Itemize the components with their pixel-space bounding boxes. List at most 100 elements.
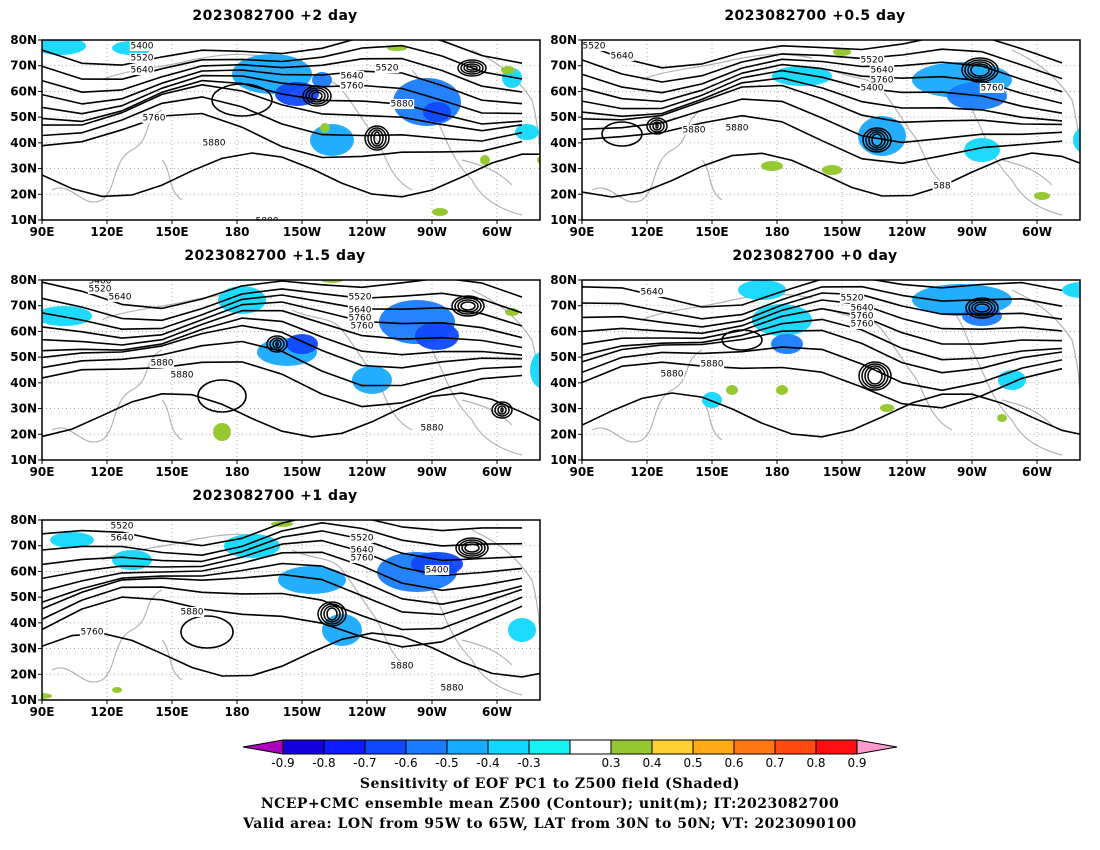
lat-tick-label: 60N [10, 324, 37, 338]
lat-tick-label: 50N [550, 110, 577, 124]
lon-tick-label: 120W [888, 225, 926, 239]
lon-tick-label: 180 [764, 225, 789, 239]
contour-label: 5640 [109, 293, 132, 303]
lat-tick-label: 70N [10, 299, 37, 313]
colorbar-label: -0.8 [312, 756, 335, 770]
contour-label: 588 [933, 182, 950, 192]
contour-label: 5880 [151, 359, 174, 369]
contour-label: 5520 [111, 522, 134, 532]
colorbar-swatch [774, 739, 817, 755]
contour-label: 5640 [611, 52, 634, 62]
lon-tick-label: 60W [482, 465, 512, 479]
contour-label: 5520 [349, 293, 372, 303]
contour-label: 5880 [683, 126, 706, 136]
lon-tick-label: 120W [888, 465, 926, 479]
lat-tick-label: 10N [550, 453, 577, 467]
contour-label: 5640 [341, 72, 364, 82]
colorbar-label: 0.6 [724, 756, 743, 770]
lon-tick-label: 150E [695, 225, 728, 239]
lon-tick-label: 180 [224, 225, 249, 239]
lat-tick-label: 80N [550, 33, 577, 47]
lat-tick-label: 70N [550, 299, 577, 313]
contour-label: 5640 [131, 66, 154, 76]
lat-tick-label: 50N [550, 350, 577, 364]
colorbar-swatch [815, 739, 858, 755]
lat-tick-label: 30N [550, 402, 577, 416]
colorbar-label: -0.7 [353, 756, 376, 770]
colorbar-label: 0.5 [683, 756, 702, 770]
lon-tick-label: 90E [30, 225, 55, 239]
lon-tick-label: 120E [90, 225, 123, 239]
colorbar-label: 0.9 [847, 756, 866, 770]
contour-label: 5400 [89, 277, 112, 287]
lat-tick-label: 30N [10, 642, 37, 656]
contour-label: 5880 [256, 217, 279, 227]
contour-label: 5520 [376, 64, 399, 74]
lon-tick-label: 90E [30, 705, 55, 719]
colorbar-label: 0.8 [806, 756, 825, 770]
panel-title: 2023082700 +0.5 day [724, 8, 906, 24]
colorbar-label: -0.3 [517, 756, 540, 770]
lat-tick-label: 40N [550, 136, 577, 150]
lat-tick-label: 40N [10, 136, 37, 150]
panel-title: 2023082700 +1 day [192, 488, 358, 504]
lon-tick-label: 60W [1022, 465, 1052, 479]
contour-label: 5520 [351, 534, 374, 544]
lon-tick-label: 150W [823, 225, 861, 239]
lat-tick-label: 70N [10, 539, 37, 553]
lat-tick-label: 10N [10, 693, 37, 707]
lon-tick-label: 60W [482, 225, 512, 239]
colorbar-swatch [405, 739, 448, 755]
colorbar-swatch [487, 739, 530, 755]
lat-tick-label: 60N [10, 564, 37, 578]
colorbar-swatch [446, 739, 489, 755]
lon-tick-label: 120E [630, 225, 663, 239]
panel-title: 2023082700 +2 day [192, 8, 358, 24]
contour-label: 5400 [861, 84, 884, 94]
contour-label: 5880 [726, 124, 749, 134]
lon-tick-label: 90W [957, 225, 987, 239]
lon-tick-label: 150W [283, 705, 321, 719]
contour-label: 5880 [441, 684, 464, 694]
colorbar-swatch [528, 739, 571, 755]
contour-label: 5760 [351, 554, 374, 564]
contour-label: 5760 [143, 114, 166, 124]
colorbar-swatch [323, 739, 366, 755]
lon-tick-label: 150E [155, 465, 188, 479]
lon-tick-label: 150E [155, 225, 188, 239]
contour-label: 5760 [341, 82, 364, 92]
contour-label: 5880 [421, 424, 444, 434]
colorbar-label: 0.7 [765, 756, 784, 770]
contour-label: 5880 [391, 662, 414, 672]
colorbar-swatch [364, 739, 407, 755]
lat-tick-label: 10N [10, 213, 37, 227]
lon-tick-label: 150E [695, 465, 728, 479]
lon-tick-label: 150W [823, 465, 861, 479]
lat-tick-label: 20N [550, 427, 577, 441]
contour-label: 5760 [981, 84, 1004, 94]
contour-label: 5520 [861, 56, 884, 66]
contour-label: 5760 [351, 322, 374, 332]
lat-tick-label: 70N [10, 59, 37, 73]
lon-tick-label: 90W [957, 465, 987, 479]
colorbar-label: -0.5 [435, 756, 458, 770]
lat-tick-label: 30N [10, 162, 37, 176]
colorbar-label: 0.3 [601, 756, 620, 770]
lat-tick-label: 80N [10, 33, 37, 47]
colorbar-swatch [610, 739, 653, 755]
lat-tick-label: 50N [10, 110, 37, 124]
lat-tick-label: 10N [10, 453, 37, 467]
contour-label: 5520 [131, 54, 154, 64]
lat-tick-label: 40N [10, 616, 37, 630]
contour-label: 5760 [81, 628, 104, 638]
lat-tick-label: 60N [10, 84, 37, 98]
contour-label: 5880 [171, 371, 194, 381]
lat-tick-label: 40N [550, 376, 577, 390]
panel-title: 2023082700 +0 day [732, 248, 898, 264]
colorbar-swatch [282, 739, 325, 755]
colorbar-swatch [733, 739, 776, 755]
lon-tick-label: 150W [283, 465, 321, 479]
contour-label: 5400 [131, 42, 154, 52]
